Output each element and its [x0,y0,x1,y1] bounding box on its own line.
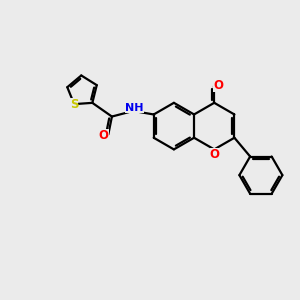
Text: S: S [70,98,78,111]
Text: O: O [213,79,223,92]
Text: O: O [99,129,109,142]
Text: NH: NH [125,103,144,113]
Text: O: O [210,148,220,161]
